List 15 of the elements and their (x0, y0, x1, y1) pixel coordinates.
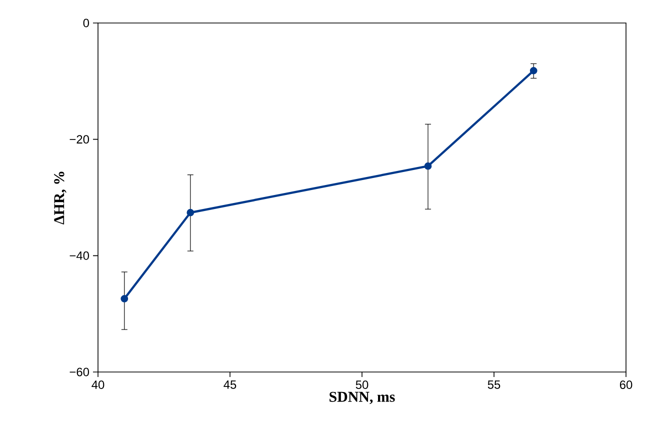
y-tick-label: −20 (70, 135, 90, 144)
point (120, 295, 128, 302)
x-tick-label: 40 (92, 380, 104, 389)
y-tick-label: 0 (83, 18, 90, 28)
x-tick-label: 55 (488, 380, 500, 389)
x-tick-label: 45 (224, 380, 236, 389)
x-axis-title: SDNN, ms (330, 392, 395, 404)
x-tick-label: 50 (356, 380, 368, 389)
point (424, 162, 432, 170)
x-tick-label: 60 (620, 380, 632, 389)
point (186, 208, 194, 216)
y-axis-title: ΔHR, % (54, 172, 66, 224)
y-tick-label: −60 (70, 368, 90, 376)
y-tick-label: −40 (70, 251, 90, 260)
point (530, 67, 538, 74)
